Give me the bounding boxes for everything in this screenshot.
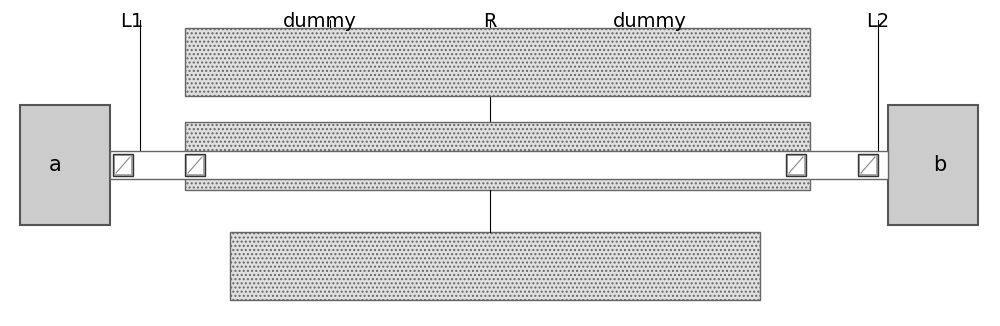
Bar (185, 122, 810, 190)
Bar (20, 105, 110, 225)
Bar (185, 154, 205, 176)
Bar (185, 28, 810, 96)
Text: R: R (483, 12, 497, 31)
Bar (788, 156, 804, 174)
Bar (113, 154, 133, 176)
Bar (786, 154, 806, 176)
Text: L1: L1 (120, 12, 144, 31)
Text: a: a (49, 155, 61, 175)
Bar (888, 105, 978, 225)
Bar (858, 154, 878, 176)
Bar (860, 156, 876, 174)
Text: dummy: dummy (613, 12, 687, 31)
Bar (187, 156, 203, 174)
Bar (110, 151, 888, 179)
Text: L2: L2 (866, 12, 890, 31)
Bar (115, 156, 131, 174)
Text: b: b (933, 155, 947, 175)
Bar (230, 232, 760, 300)
Text: dummy: dummy (283, 12, 357, 31)
